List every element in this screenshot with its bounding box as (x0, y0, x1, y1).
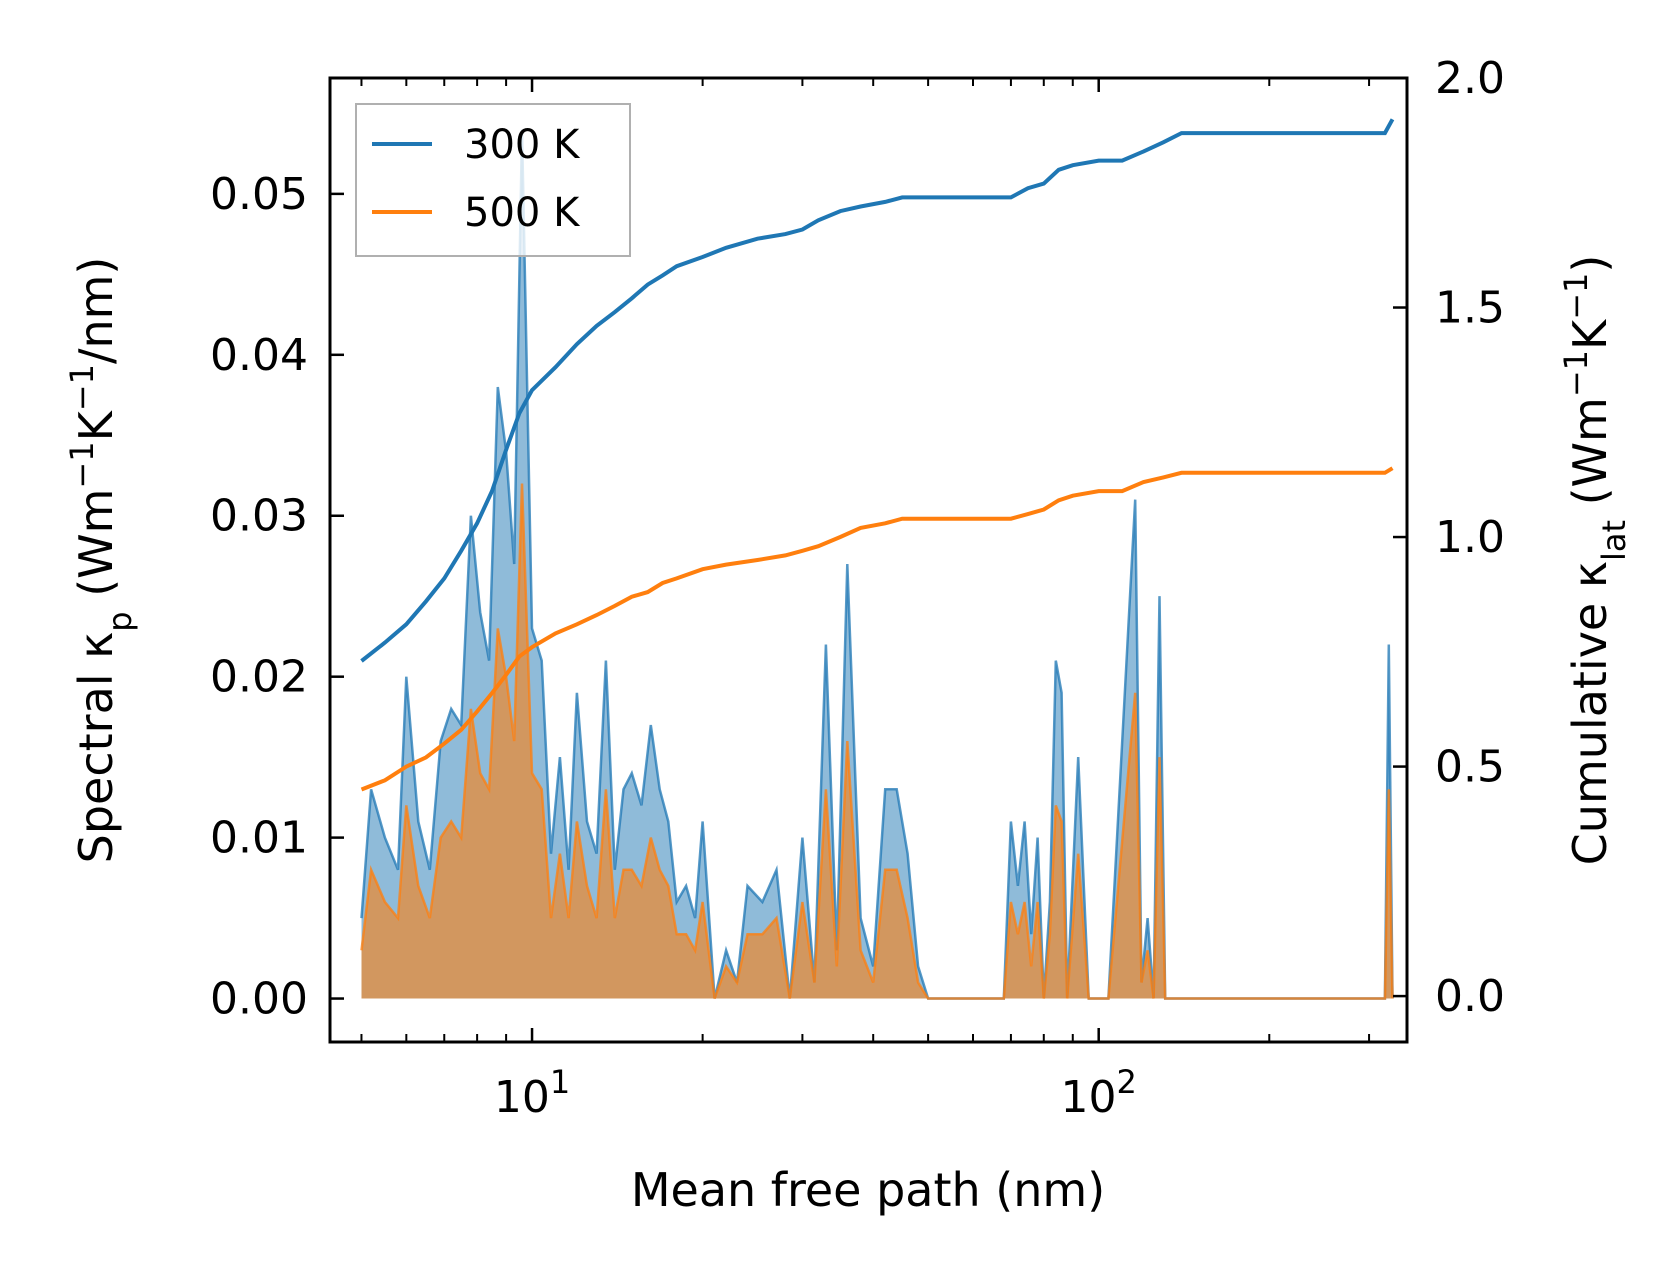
left-y-tick-label: 0.02 (210, 652, 308, 703)
x-axis-label: Mean free path (nm) (631, 1163, 1105, 1217)
cumulative-line-300k (360, 118, 1395, 663)
cumulative-line-500k (360, 466, 1394, 792)
right-y-tick-label: 0.0 (1435, 971, 1505, 1022)
right-y-tick-label: 2.0 (1435, 53, 1505, 104)
left-y-tick-label: 0.04 (210, 330, 308, 381)
legend-label-500k: 500 K (464, 190, 581, 236)
cumulative-line-layer (360, 118, 1395, 792)
right-y-tick-label: 1.5 (1435, 283, 1505, 334)
x-tick-label: 101 (494, 1063, 570, 1123)
left-y-tick-label: 0.01 (210, 813, 308, 864)
spectral-area-500k (361, 483, 1393, 999)
right-y-tick-label: 0.5 (1435, 742, 1505, 793)
tick-layer: 0.00 0.01 0.02 0.03 0.04 0.05 0.0 0.5 1.0 1.5 2.0 1… (210, 53, 1505, 1123)
plot-frame (328, 76, 1409, 1044)
legend-box (355, 103, 631, 257)
x-tick-label: 102 (1061, 1063, 1137, 1123)
right-y-tick-label: 1.0 (1435, 512, 1505, 563)
left-y-tick-label: 0.00 (210, 974, 308, 1025)
spectral-line-500k (360, 483, 1394, 1000)
legend-label-300k: 300 K (464, 122, 581, 168)
spectral-fill-layer (360, 129, 1394, 1000)
legend: 300 K 500 K (355, 103, 631, 257)
left-y-tick-label: 0.05 (210, 169, 308, 220)
left-y-tick-label: 0.03 (210, 491, 308, 542)
